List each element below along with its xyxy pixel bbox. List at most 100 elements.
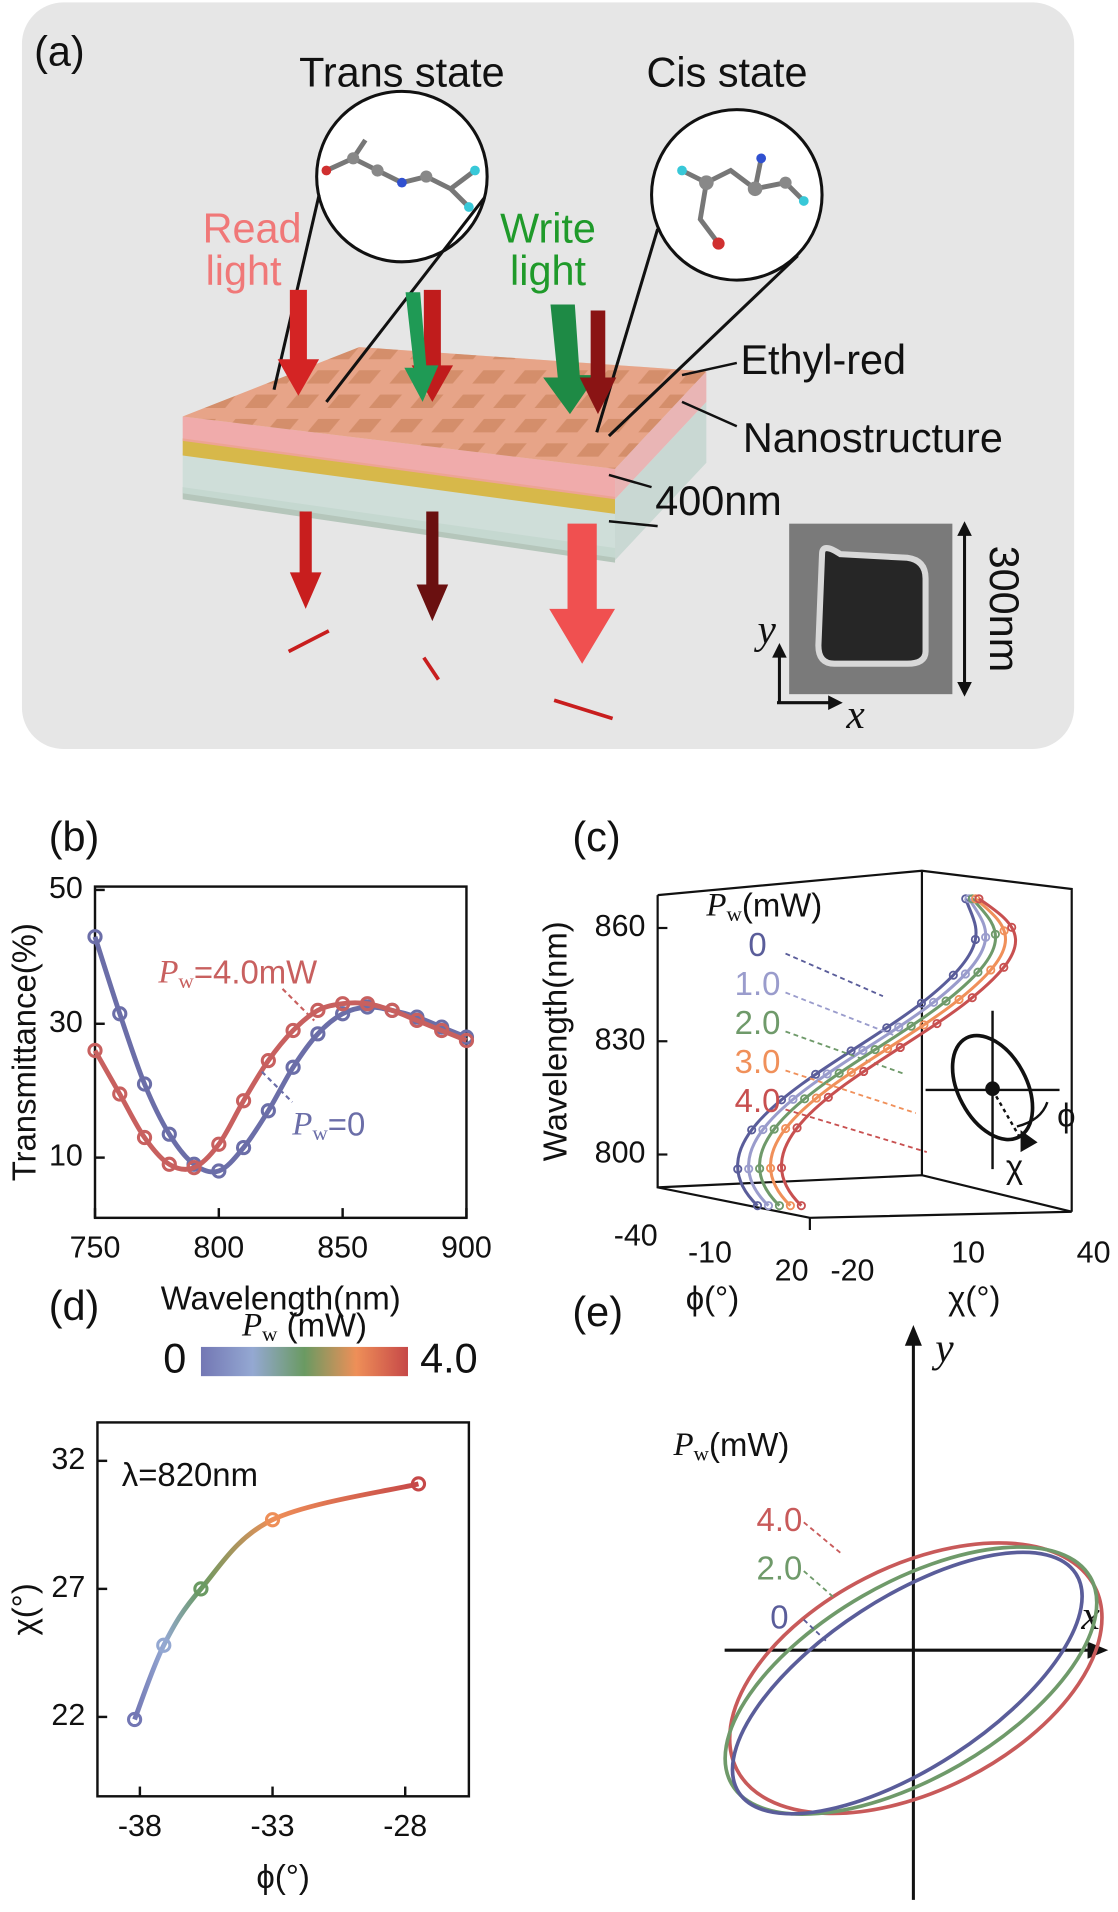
curve-point [981,932,991,942]
inset-dot [985,1081,1000,1097]
data-point [112,1006,128,1022]
data-point [335,996,351,1012]
curve-point [792,1123,802,1133]
curve-point [858,1045,868,1055]
curve-point [822,1069,832,1079]
curve-point [973,967,983,977]
curve-point [781,1123,791,1134]
curve-point [870,1045,880,1055]
y-tick-label: 27 [51,1570,85,1604]
chi-tick-label: 40 [1077,1235,1111,1269]
data-point [285,1059,301,1075]
label: light [206,248,282,294]
curve-point [785,1201,795,1211]
data-line [92,1000,468,1172]
x-tick-label: -28 [383,1809,427,1843]
label: Ethyl-red [740,337,906,383]
curve-point [986,965,996,975]
curve-point [990,929,1000,939]
curve-point [800,1094,810,1104]
data-point [161,1126,177,1142]
curve-point [763,1201,774,1211]
panel-label: (a) [34,29,85,75]
label: Read [203,205,302,251]
curve-point [733,1164,743,1174]
leader [261,1070,294,1103]
data-point [211,1136,227,1152]
y-axis-label: Transmittance(%) [5,923,42,1181]
curve-point [788,1094,798,1104]
curve-point [974,894,984,904]
curve-point [744,1164,754,1174]
curve-point [859,1066,869,1077]
data-point [161,1156,177,1172]
x-tick-label: -33 [251,1809,295,1843]
colorbar-tick-label: 4.0 [420,1335,478,1381]
legend-label: 4.0 [757,1501,803,1538]
leader [785,1030,906,1075]
leader [785,991,895,1037]
label: x [845,691,865,737]
label: 400nm [655,478,782,524]
x-tick-label: 850 [317,1231,368,1265]
legend-label: 2.0 [735,1004,781,1041]
colorbar-label: Pw (mW) [241,1306,367,1346]
data-point [156,1637,172,1653]
curve-point [895,1042,905,1053]
curve-point [999,926,1009,936]
curve-point [883,1044,893,1054]
data-point [409,1012,425,1029]
data-point [264,1512,281,1528]
y-tick-label: 22 [51,1698,85,1732]
curve [747,897,988,1207]
label: 300nm [981,546,1027,673]
panel-label: (b) [49,814,100,860]
z-tick-label: 860 [595,909,646,943]
z-tick-label: 800 [595,1136,646,1170]
label: light [510,248,586,294]
y-tick-label: 10 [49,1139,83,1173]
data-point [260,1103,276,1119]
plot-frame [96,1421,471,1798]
z-tick-label: 830 [595,1022,646,1056]
label: Trans state [299,49,505,95]
curve-point [882,1023,892,1033]
curve-point [941,996,951,1006]
phi-tick-label: -10 [688,1235,732,1269]
data-point [384,1002,400,1018]
data-point [235,1139,252,1156]
leader [803,1619,829,1644]
legend-label: 4.0 [735,1082,781,1119]
data-point [335,1006,351,1022]
curve-point [846,1067,856,1077]
molecules [321,138,809,250]
curve-point [747,1125,757,1135]
phi-tick-label: -40 [614,1218,658,1252]
data-point [211,1163,227,1179]
data-point [126,1711,143,1728]
series-label: Pw=0 [291,1105,365,1145]
box-3d [656,869,1073,1231]
curve-point [776,1095,787,1105]
z-axis-label: Wavelength(nm) [536,921,573,1161]
legend-label: 1.0 [735,965,781,1002]
leader [281,988,315,1022]
curve-point [906,1021,916,1031]
x-tick-label: -38 [118,1809,162,1843]
curve-point [948,970,958,980]
label: Write [500,205,596,251]
chi-label: χ(°) [948,1279,1000,1316]
legend-title: Pw(mW) [705,886,822,926]
inset-label: χ [1006,1148,1023,1185]
data-point [310,1002,326,1018]
data-point [458,1032,475,1049]
leader [803,1570,835,1599]
label: Nanostructure [743,415,1003,461]
y-tick-label: 50 [49,871,83,905]
data-point [87,1042,103,1059]
panel-label: (e) [572,1289,623,1335]
leader [785,1069,917,1114]
curve-point [916,998,926,1008]
